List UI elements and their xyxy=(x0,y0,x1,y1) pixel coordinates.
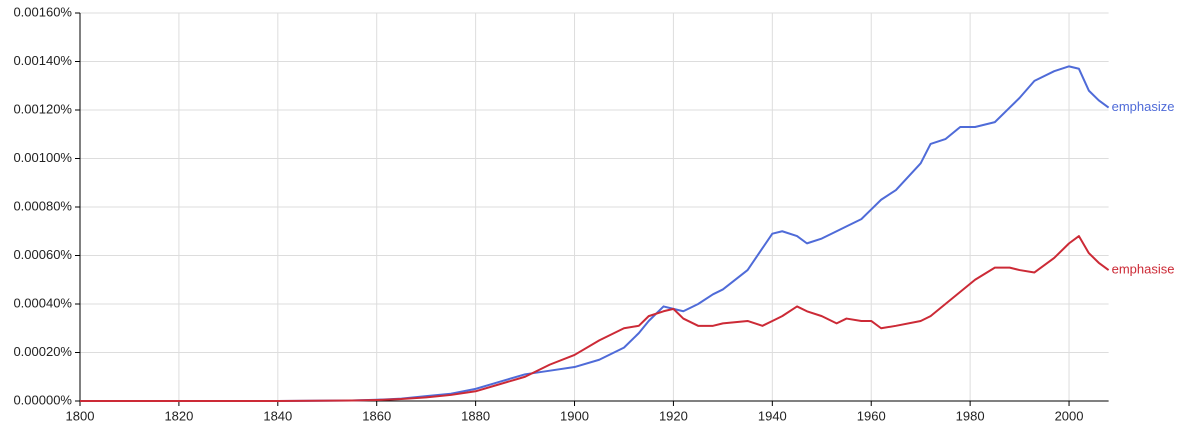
x-tick-label: 1840 xyxy=(263,408,292,423)
x-tick-label: 1880 xyxy=(461,408,490,423)
x-tick-label: 1800 xyxy=(66,408,95,423)
y-tick-label: 0.00060% xyxy=(13,247,72,262)
x-tick-label: 1820 xyxy=(164,408,193,423)
x-tick-label: 1940 xyxy=(758,408,787,423)
y-tick-label: 0.00120% xyxy=(13,101,72,116)
series-line xyxy=(80,65,1110,402)
x-tick-label: 1980 xyxy=(956,408,985,423)
x-tick-label: 1960 xyxy=(857,408,886,423)
x-tick-label: 1900 xyxy=(560,408,589,423)
series-label: emphasise xyxy=(1112,261,1175,276)
x-tick-label: 1920 xyxy=(659,408,688,423)
series-line xyxy=(80,235,1110,402)
y-tick-label: 0.00000% xyxy=(13,392,72,407)
y-tick-label: 0.00040% xyxy=(13,295,72,310)
y-tick-label: 0.00140% xyxy=(13,53,72,68)
x-tick-label: 1860 xyxy=(362,408,391,423)
y-tick-label: 0.00100% xyxy=(13,150,72,165)
series-label: emphasize xyxy=(1112,99,1175,114)
y-tick-label: 0.00160% xyxy=(13,4,72,19)
y-tick-label: 0.00080% xyxy=(13,198,72,213)
x-tick-label: 2000 xyxy=(1055,408,1084,423)
y-tick-label: 0.00020% xyxy=(13,344,72,359)
